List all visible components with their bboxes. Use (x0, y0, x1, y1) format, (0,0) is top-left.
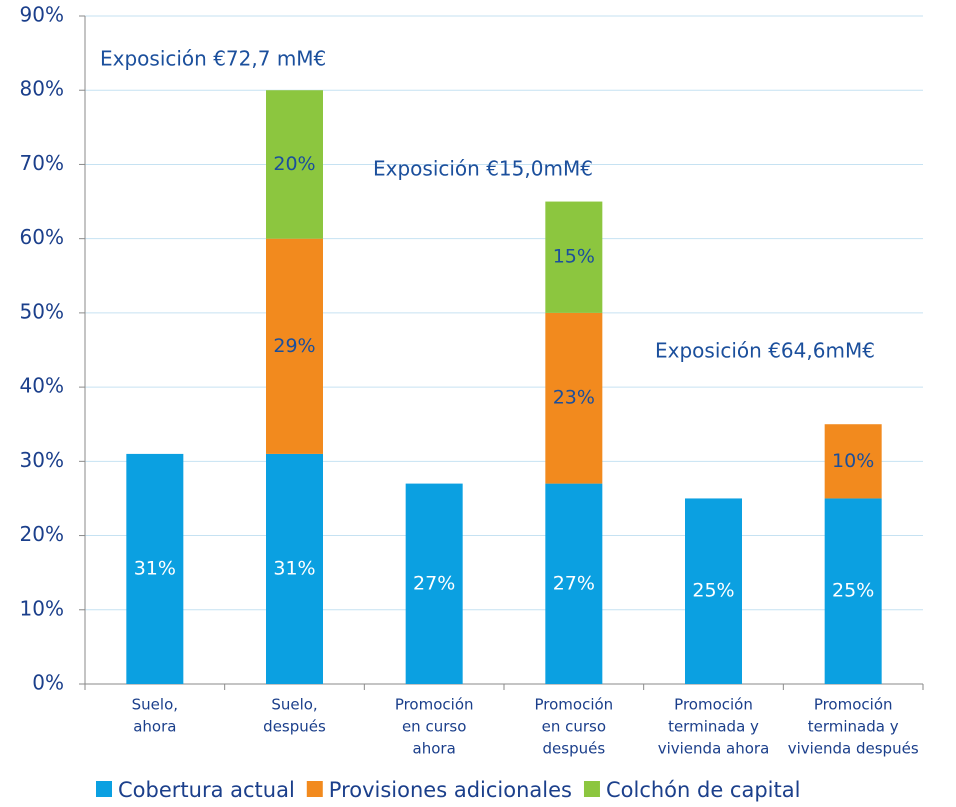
data-label: 23% (553, 387, 595, 409)
y-tick-label: 30% (20, 448, 64, 472)
x-tick-label: Promoción (534, 696, 613, 714)
y-tick-label: 90% (20, 3, 64, 27)
x-tick-label: ahora (413, 740, 456, 758)
data-label: 27% (413, 572, 455, 594)
annotation: Exposición €64,6mM€ (655, 339, 875, 363)
y-tick-label: 50% (20, 299, 64, 323)
x-tick-label: Suelo, (271, 696, 317, 714)
y-tick-label: 20% (20, 522, 64, 546)
x-tick-label: después (543, 740, 606, 758)
legend-swatch (96, 781, 112, 797)
legend-label: Colchón de capital (606, 778, 800, 802)
bar-segment (685, 498, 742, 684)
x-tick-label: vivienda después (788, 740, 919, 758)
x-tick-label: terminada y (808, 718, 899, 736)
legend-label: Provisiones adicionales (329, 778, 572, 802)
legend-label: Cobertura actual (118, 778, 295, 802)
data-label: 15% (553, 246, 595, 268)
x-tick-label: Suelo, (132, 696, 178, 714)
x-tick-label: en curso (402, 718, 466, 736)
bar-segment (824, 498, 882, 684)
y-tick-label: 60% (20, 225, 64, 249)
data-label: 29% (273, 335, 315, 357)
x-tick-label: Promoción (814, 696, 893, 714)
legend-swatch (583, 781, 600, 797)
x-tick-label: en curso (542, 718, 606, 736)
x-tick-label: terminada y (668, 718, 759, 736)
x-tick-label: Promoción (674, 696, 753, 714)
y-tick-label: 40% (20, 374, 64, 398)
bar-segment (824, 424, 882, 499)
x-tick-label: ahora (133, 718, 176, 736)
data-label: 10% (832, 450, 874, 472)
bar-segment (545, 312, 603, 484)
x-tick-label: Promoción (395, 696, 474, 714)
y-tick-label: 10% (20, 596, 64, 620)
data-label: 20% (273, 153, 315, 175)
y-tick-label: 80% (20, 77, 64, 101)
legend-swatch (306, 781, 323, 797)
y-tick-label: 70% (20, 151, 64, 175)
bar-segment (545, 483, 603, 684)
annotation: Exposición €15,0mM€ (373, 157, 593, 181)
data-label: 25% (692, 580, 734, 602)
y-tick-label: 0% (32, 671, 64, 695)
data-label: 31% (273, 557, 315, 579)
annotation: Exposición €72,7 mM€ (100, 47, 326, 71)
bar-segment (266, 90, 323, 239)
data-label: 27% (553, 572, 595, 594)
bar-segment (126, 453, 184, 684)
bar-segment (266, 453, 323, 684)
data-label: 25% (832, 580, 874, 602)
data-label: 31% (134, 557, 176, 579)
bar-segment (545, 201, 603, 313)
bar-segment (405, 483, 463, 684)
x-tick-label: después (263, 718, 326, 736)
bar-segment (266, 238, 323, 454)
x-tick-label: vivienda ahora (658, 740, 770, 758)
